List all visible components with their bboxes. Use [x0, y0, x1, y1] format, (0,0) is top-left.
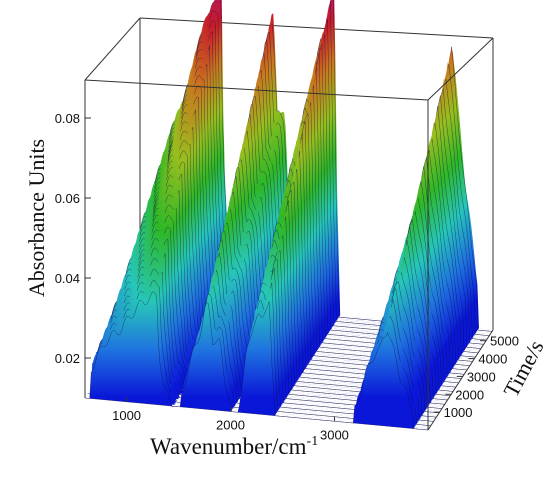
y-tick-label: 0.04	[55, 271, 80, 286]
surface-slice	[84, 291, 429, 431]
z-tick-label: 3000	[467, 369, 496, 384]
x-tick-label: 2000	[216, 418, 245, 433]
box-edge	[84, 17, 141, 81]
box-edge	[84, 79, 429, 101]
y-tick-label: 0.08	[55, 111, 80, 126]
y-tick-label: 0.02	[55, 351, 80, 366]
z-tick-label: 5000	[490, 334, 519, 349]
z-tick-label: 1000	[444, 405, 473, 420]
x-axis-title-main: Wavenumber/cm	[150, 434, 307, 459]
x-tick-label: 3000	[320, 427, 349, 442]
box-edge	[427, 37, 494, 101]
y-axis-title: Absorbance Units	[24, 139, 49, 297]
surface-plot	[84, 0, 493, 431]
z-axis-ticks: 1000 2000 3000 4000 5000	[433, 334, 519, 420]
box-edge	[139, 17, 494, 39]
z-tick-label: 4000	[478, 352, 507, 367]
x-axis-ticks: 1000 2000 3000	[112, 396, 349, 442]
x-axis-title-superscript: -1	[307, 434, 319, 449]
x-tick-label: 1000	[112, 408, 141, 423]
y-axis-ticks: 0.02 0.04 0.06 0.08	[55, 111, 91, 366]
box-edge	[427, 329, 494, 431]
z-tick-label: 2000	[455, 387, 484, 402]
box-front-edges	[84, 37, 494, 431]
x-axis-title: Wavenumber/cm-1	[150, 434, 318, 459]
y-tick-label: 0.06	[55, 191, 80, 206]
